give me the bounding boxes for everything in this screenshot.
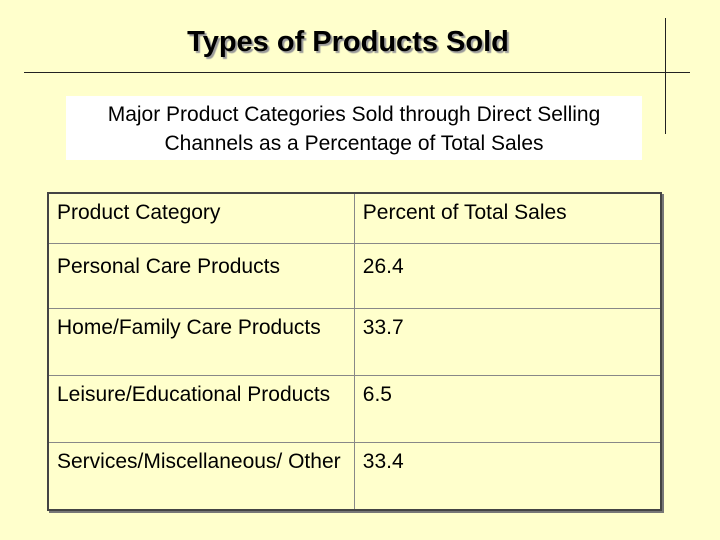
percent-cell: 26.4 (354, 243, 661, 309)
header-product-category: Product Category (48, 193, 355, 244)
table-header-row: Product Category Percent of Total Sales (48, 193, 661, 244)
header-percent-of-total-sales: Percent of Total Sales (354, 193, 661, 244)
category-cell: Personal Care Products (48, 243, 355, 309)
category-cell: Leisure/Educational Products (48, 375, 355, 443)
product-category-table: Product Category Percent of Total Sales … (47, 192, 662, 511)
title-divider-horizontal (24, 72, 690, 73)
percent-cell: 33.4 (362, 450, 404, 473)
table-row: Personal Care Products 26.4 (48, 243, 661, 309)
title-divider-vertical (665, 18, 666, 134)
table-caption: Major Product Categories Sold through Di… (66, 96, 642, 160)
caption-line-1: Major Product Categories Sold through Di… (107, 103, 601, 126)
category-cell: Home/Family Care Products (48, 308, 355, 376)
percent-cell: 33.7 (354, 308, 661, 376)
slide-title: Types of Products Sold (187, 26, 509, 58)
table-row: Services/Miscellaneous/ Other 33.4 (48, 442, 661, 510)
caption-line-2: Channels as a Percentage of Total Sales (164, 132, 544, 155)
table-row: Home/Family Care Products 33.7 (48, 308, 661, 376)
category-cell: Services/Miscellaneous/ Other (48, 442, 355, 510)
percent-cell: 6.5 (354, 375, 661, 443)
table-row: Leisure/Educational Products 6.5 (48, 375, 661, 443)
